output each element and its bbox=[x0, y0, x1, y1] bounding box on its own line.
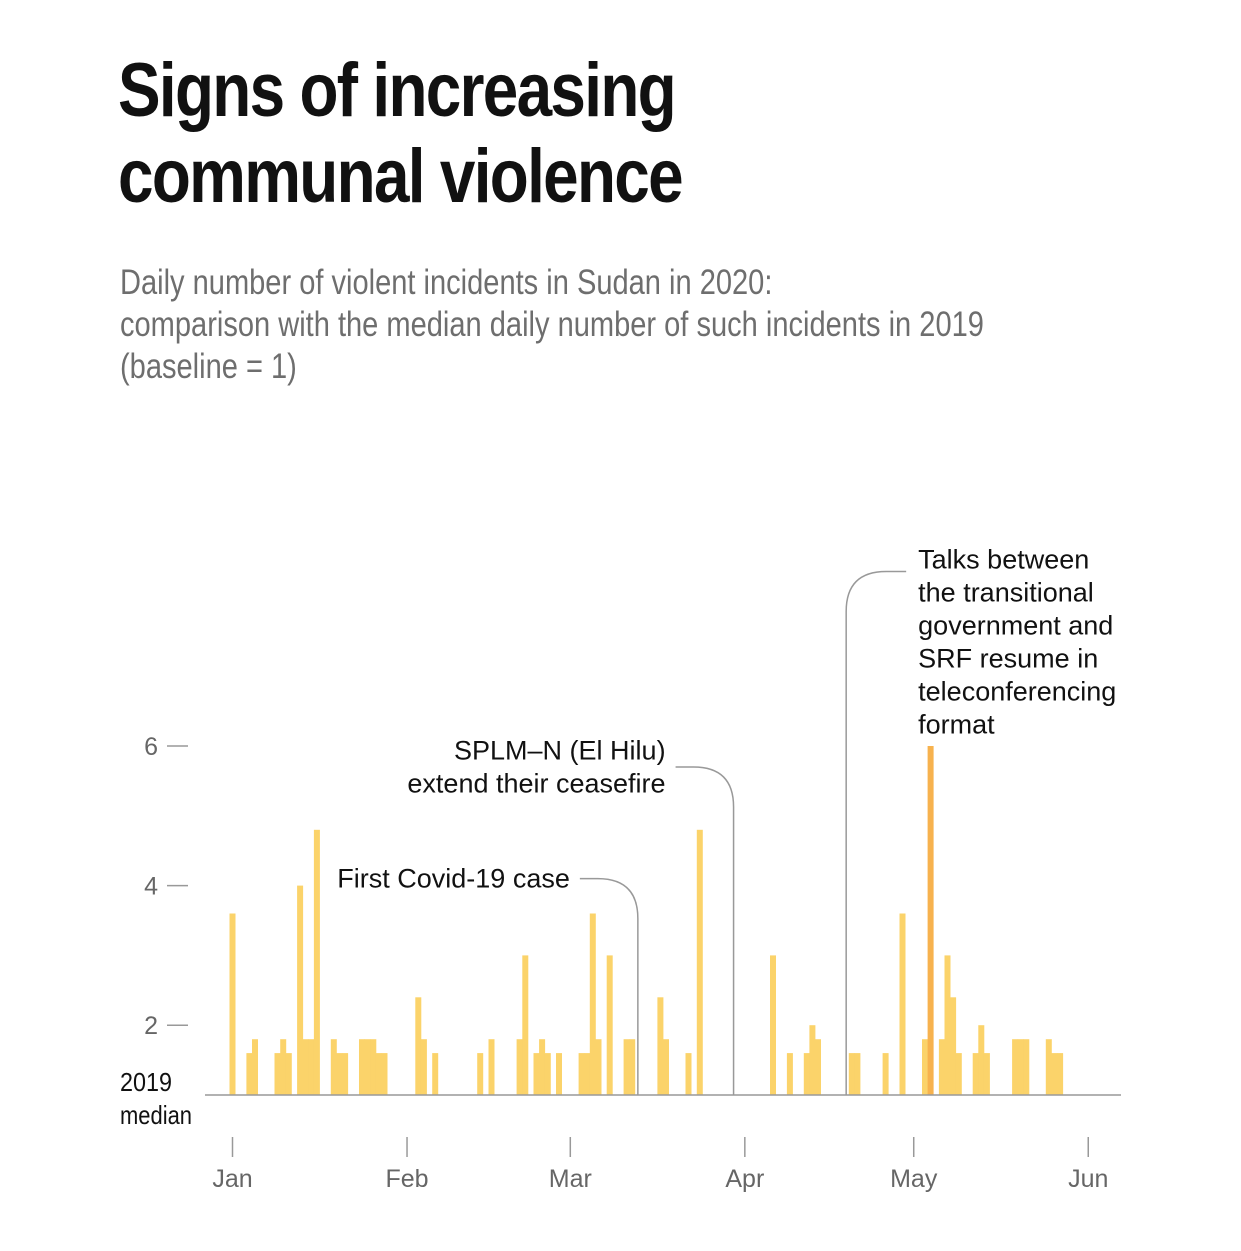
annotation-talks-line-5: teleconferencing bbox=[918, 677, 1116, 707]
bar-2020-03-24 bbox=[696, 829, 703, 1095]
bar-2020-04-13 bbox=[809, 1025, 816, 1095]
bar-2020-02-24 bbox=[533, 1053, 540, 1095]
bar-2020-02-22 bbox=[522, 955, 529, 1095]
bar-2020-01-21 bbox=[342, 1053, 349, 1095]
bar-2020-05-26 bbox=[1051, 1053, 1058, 1095]
y-tick-label-2: 2 bbox=[144, 1012, 158, 1040]
x-tick-label-mar: Mar bbox=[549, 1165, 592, 1193]
bar-2020-04-06 bbox=[770, 955, 776, 1095]
bar-2020-03-11 bbox=[623, 1039, 630, 1095]
bar-2020-05-04 bbox=[927, 746, 934, 1095]
annotation-talks-line-2: the transitional bbox=[918, 578, 1094, 608]
chart-subtitle: Daily number of violent incidents in Sud… bbox=[120, 262, 1116, 388]
x-tick-label-may: May bbox=[890, 1165, 938, 1193]
bar-2020-03-05 bbox=[589, 913, 596, 1095]
bar-2020-05-12 bbox=[972, 1053, 979, 1095]
annotation-splm-line-1: SPLM–N (El Hilu) bbox=[454, 735, 666, 765]
subtitle-line-2: comparison with the median daily number … bbox=[120, 305, 984, 344]
bar-2020-03-18 bbox=[663, 1039, 669, 1095]
y-tick-label-4: 4 bbox=[144, 873, 158, 901]
bar-2020-01-20 bbox=[336, 1053, 343, 1095]
annotation-leader-covid bbox=[579, 877, 639, 1095]
bar-2020-04-29 bbox=[899, 913, 906, 1095]
bar-2020-05-27 bbox=[1057, 1053, 1064, 1095]
bar-2020-05-13 bbox=[978, 1025, 985, 1095]
baseline-label-line-1: 2019 bbox=[120, 1067, 172, 1097]
bar-2020-01-11 bbox=[285, 1053, 292, 1095]
bar-2020-04-12 bbox=[803, 1053, 810, 1095]
bar-2020-03-06 bbox=[595, 1039, 602, 1095]
bar-2020-04-20 bbox=[848, 1053, 855, 1095]
y-tick-label-6: 6 bbox=[144, 733, 158, 761]
annotation-talks-line-1: Talks between bbox=[918, 545, 1089, 575]
bar-2020-01-16 bbox=[313, 829, 320, 1095]
x-tick-label-jun: Jun bbox=[1068, 1165, 1108, 1193]
bar-2020-04-09 bbox=[786, 1053, 793, 1095]
bar-2020-05-19 bbox=[1012, 1039, 1019, 1095]
bar-2020-02-14 bbox=[477, 1053, 484, 1095]
bar-2020-01-01 bbox=[229, 913, 236, 1095]
chart-title: Signs of increasing communal violence bbox=[118, 48, 958, 220]
bar-2020-03-12 bbox=[629, 1039, 636, 1095]
title-line-2: communal violence bbox=[118, 134, 684, 219]
bar-2020-02-04 bbox=[420, 1039, 427, 1095]
bar-2020-01-24 bbox=[359, 1039, 365, 1095]
bar-2020-01-10 bbox=[280, 1039, 287, 1095]
subtitle-line-1: Daily number of violent incidents in Sud… bbox=[120, 263, 773, 302]
bar-2020-03-08 bbox=[606, 955, 613, 1095]
bar-2020-01-27 bbox=[375, 1053, 382, 1095]
bar-2020-01-28 bbox=[381, 1053, 388, 1095]
bar-2020-05-06 bbox=[938, 1039, 945, 1095]
subtitle-line-3: (baseline = 1) bbox=[120, 347, 297, 386]
bar-2020-05-14 bbox=[983, 1053, 990, 1095]
bar-2020-01-19 bbox=[330, 1039, 337, 1095]
bar-2020-05-25 bbox=[1045, 1039, 1052, 1095]
bar-2020-05-03 bbox=[922, 1039, 928, 1095]
bar-2020-02-03 bbox=[415, 997, 422, 1095]
annotation-talks-line-6: format bbox=[918, 710, 995, 740]
bar-2020-02-16 bbox=[488, 1039, 495, 1095]
bar-2020-05-07 bbox=[944, 955, 951, 1095]
bar-2020-03-03 bbox=[578, 1053, 585, 1095]
x-tick-label-apr: Apr bbox=[725, 1165, 764, 1193]
bar-2020-03-04 bbox=[584, 1053, 591, 1095]
bar-2020-01-13 bbox=[297, 885, 304, 1095]
bar-2020-02-28 bbox=[556, 1053, 562, 1095]
x-tick-label-jan: Jan bbox=[212, 1165, 252, 1193]
annotation-splm-line-2: extend their ceasefire bbox=[407, 768, 665, 798]
annotation-talks-line-3: government and bbox=[918, 611, 1113, 641]
annotation-talks-line-4: SRF resume in bbox=[918, 644, 1098, 674]
bar-2020-01-15 bbox=[308, 1039, 315, 1095]
bar-2020-02-06 bbox=[432, 1053, 439, 1095]
bar-2020-05-21 bbox=[1023, 1039, 1030, 1095]
bar-2020-03-17 bbox=[657, 997, 664, 1095]
bar-2020-02-21 bbox=[516, 1039, 523, 1095]
x-tick-label-feb: Feb bbox=[385, 1165, 428, 1193]
bar-2020-05-20 bbox=[1017, 1039, 1024, 1095]
bar-2020-04-26 bbox=[882, 1053, 889, 1095]
title-line-1: Signs of increasing bbox=[118, 48, 677, 133]
annotation-leader-splm bbox=[675, 766, 735, 1095]
bar-2020-02-25 bbox=[539, 1039, 546, 1095]
baseline-label-line-2: median bbox=[120, 1100, 192, 1130]
bar-2020-01-14 bbox=[302, 1039, 309, 1095]
bar-2020-01-26 bbox=[370, 1039, 377, 1095]
bar-2020-02-26 bbox=[544, 1053, 551, 1095]
bar-2020-01-25 bbox=[364, 1039, 371, 1095]
bar-2020-01-09 bbox=[274, 1053, 281, 1095]
annotation-covid-line-1: First Covid-19 case bbox=[337, 864, 570, 894]
bar-2020-04-21 bbox=[854, 1053, 861, 1095]
bar-2020-05-09 bbox=[955, 1053, 962, 1095]
bar-2020-04-14 bbox=[815, 1039, 821, 1095]
bar-2020-01-05 bbox=[252, 1039, 258, 1095]
bar-2020-01-04 bbox=[246, 1053, 253, 1095]
annotation-leader-talks bbox=[845, 570, 907, 1095]
bar-2020-05-08 bbox=[950, 997, 957, 1095]
bar-2020-03-22 bbox=[685, 1053, 692, 1095]
